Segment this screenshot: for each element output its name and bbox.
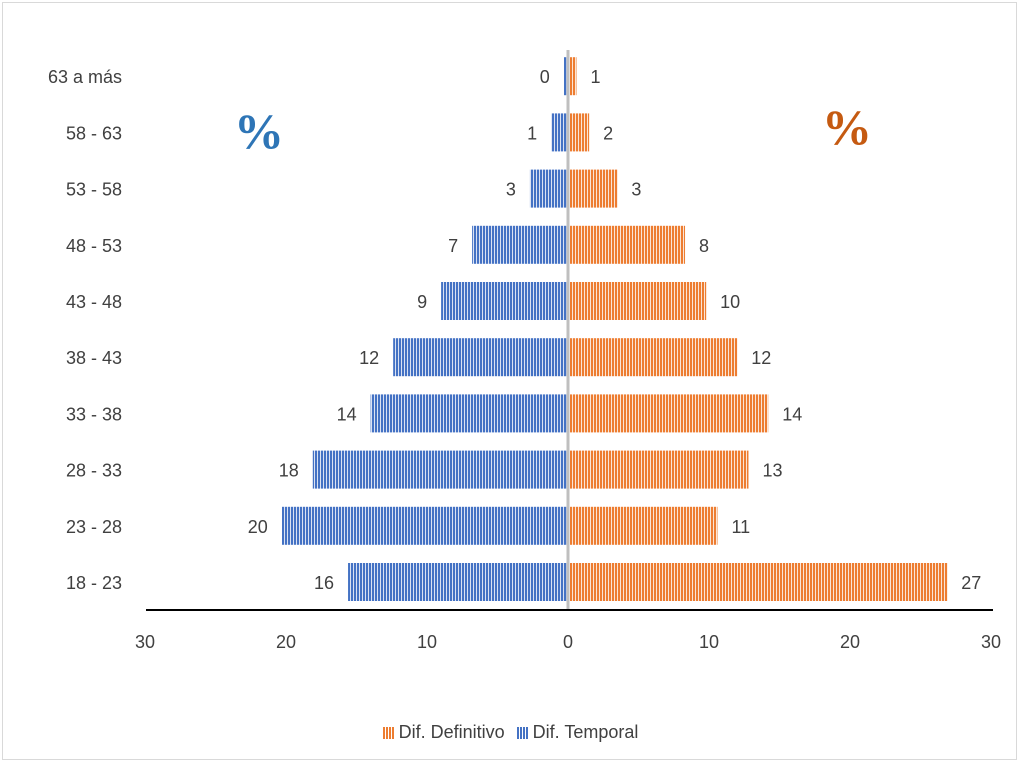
percent-annotation-right: % <box>822 102 872 152</box>
category-label-9: 63 a más <box>48 67 122 87</box>
category-label-4: 38 - 43 <box>66 348 122 368</box>
x-tick-label-4: 10 <box>699 632 719 652</box>
bar-temporal-7 <box>530 170 568 208</box>
label-temporal-8: 1 <box>527 123 537 143</box>
bar-definitivo-6 <box>568 226 685 264</box>
label-definitivo-8: 2 <box>603 123 613 143</box>
temporal-bars <box>282 57 568 601</box>
label-temporal-2: 18 <box>279 461 299 481</box>
legend-label-temporal: Dif. Temporal <box>533 722 639 743</box>
category-label-7: 53 - 58 <box>66 180 122 200</box>
legend-swatch-temporal <box>517 727 529 739</box>
label-temporal-4: 12 <box>359 348 379 368</box>
category-label-5: 43 - 48 <box>66 292 122 312</box>
legend-item-temporal: Dif. Temporal <box>517 722 639 743</box>
bar-temporal-4 <box>393 338 568 376</box>
label-temporal-6: 7 <box>448 236 458 256</box>
category-label-1: 23 - 28 <box>66 517 122 537</box>
bar-definitivo-1 <box>568 507 717 545</box>
bar-definitivo-3 <box>568 394 768 432</box>
bar-temporal-8 <box>551 113 568 151</box>
category-label-6: 48 - 53 <box>66 236 122 256</box>
label-temporal-5: 9 <box>417 292 427 312</box>
bar-definitivo-2 <box>568 451 748 489</box>
x-tick-label-5: 20 <box>840 632 860 652</box>
legend-item-definitivo: Dif. Definitivo <box>383 722 505 743</box>
label-temporal-7: 3 <box>506 180 516 200</box>
category-label-3: 33 - 38 <box>66 404 122 424</box>
bar-definitivo-8 <box>568 113 589 151</box>
x-tick-label-1: 20 <box>276 632 296 652</box>
legend: Dif. Definitivo Dif. Temporal <box>0 722 1021 743</box>
bar-temporal-3 <box>371 394 568 432</box>
bar-temporal-1 <box>282 507 568 545</box>
x-tick-label-0: 30 <box>135 632 155 652</box>
bar-temporal-6 <box>472 226 568 264</box>
bar-definitivo-0 <box>568 563 947 601</box>
label-definitivo-4: 12 <box>751 348 771 368</box>
category-label-2: 28 - 33 <box>66 461 122 481</box>
percent-annotation-left: % <box>234 106 284 156</box>
label-temporal-9: 0 <box>540 67 550 87</box>
label-definitivo-3: 14 <box>782 404 802 424</box>
x-tick-label-2: 10 <box>417 632 437 652</box>
label-definitivo-0: 27 <box>961 573 981 593</box>
x-tick-label-6: 30 <box>981 632 1001 652</box>
x-axis: 30 20 10 0 10 20 30 <box>135 610 1001 652</box>
category-label-0: 18 - 23 <box>66 573 122 593</box>
bar-temporal-5 <box>441 282 568 320</box>
bar-definitivo-5 <box>568 282 706 320</box>
bar-temporal-2 <box>313 451 568 489</box>
label-definitivo-6: 8 <box>699 236 709 256</box>
bar-definitivo-4 <box>568 338 737 376</box>
label-definitivo-2: 13 <box>762 461 782 481</box>
legend-swatch-definitivo <box>383 727 395 739</box>
bar-definitivo-7 <box>568 170 617 208</box>
label-definitivo-5: 10 <box>720 292 740 312</box>
x-tick-label-3: 0 <box>563 632 573 652</box>
label-temporal-3: 14 <box>337 404 357 424</box>
label-temporal-0: 16 <box>314 573 334 593</box>
y-axis: 18 - 23 23 - 28 28 - 33 33 - 38 38 - 43 43 - … <box>48 67 122 593</box>
category-label-8: 58 - 63 <box>66 123 122 143</box>
label-temporal-1: 20 <box>248 517 268 537</box>
label-definitivo-9: 1 <box>590 67 600 87</box>
legend-label-definitivo: Dif. Definitivo <box>399 722 505 743</box>
label-definitivo-1: 11 <box>731 517 750 537</box>
label-definitivo-7: 3 <box>631 180 641 200</box>
bar-temporal-0 <box>348 563 568 601</box>
definitivo-bars <box>568 57 947 601</box>
